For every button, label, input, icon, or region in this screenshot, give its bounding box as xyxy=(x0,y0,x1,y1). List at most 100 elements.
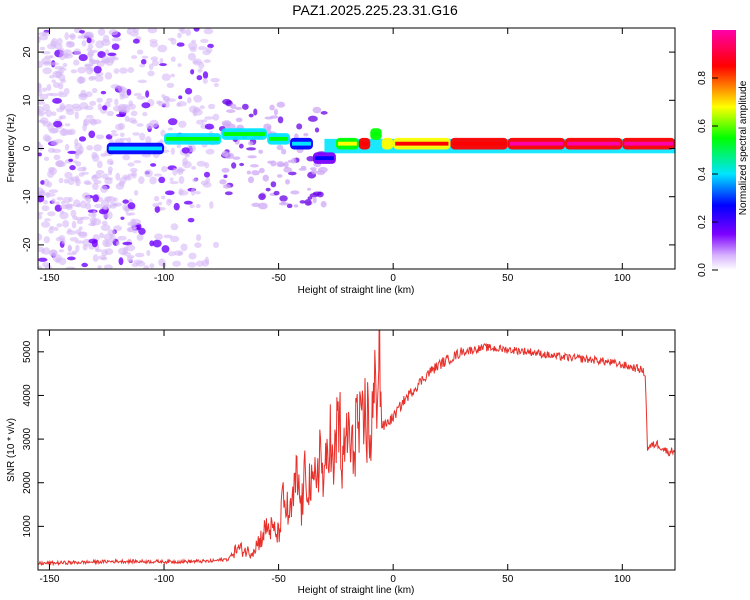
noise-speck xyxy=(176,102,182,107)
noise-speck xyxy=(149,263,155,269)
noise-speck xyxy=(115,172,121,181)
noise-speck xyxy=(51,198,56,205)
noise-speck xyxy=(145,136,152,145)
noise-speck xyxy=(92,210,97,218)
noise-speck xyxy=(104,248,114,255)
ridge-core xyxy=(314,156,334,161)
noise-speck xyxy=(253,108,258,116)
noise-speck xyxy=(45,109,53,118)
noise-speck xyxy=(74,142,83,151)
noise-speck xyxy=(109,161,114,165)
noise-speck xyxy=(67,177,75,185)
noise-speck xyxy=(188,252,197,260)
noise-speck xyxy=(178,95,183,100)
noise-speck xyxy=(202,71,209,79)
noise-speck xyxy=(126,88,132,96)
noise-speck xyxy=(281,148,287,155)
noise-speck xyxy=(122,241,133,246)
noise-speck xyxy=(79,200,87,209)
noise-speck xyxy=(74,111,79,120)
noise-speck xyxy=(108,29,119,36)
top-y-tick-label: 0 xyxy=(22,145,33,151)
noise-speck xyxy=(110,133,119,137)
noise-speck xyxy=(276,144,284,151)
noise-speck xyxy=(107,229,116,236)
noise-speck xyxy=(42,247,51,255)
noise-speck xyxy=(75,149,80,156)
colorbar-tick-label: 0.2 xyxy=(697,215,708,229)
bottom-y-tick-label: 2000 xyxy=(22,471,33,494)
noise-speck xyxy=(42,67,52,75)
noise-speck xyxy=(303,132,309,137)
noise-speck xyxy=(270,160,277,167)
noise-speck xyxy=(73,48,82,56)
ridge-core xyxy=(223,132,266,136)
noise-speck xyxy=(38,211,44,215)
noise-speck xyxy=(129,167,138,173)
noise-speck xyxy=(93,144,103,152)
noise-speck xyxy=(62,220,70,228)
noise-speck xyxy=(38,233,43,241)
noise-speck xyxy=(204,123,215,130)
noise-speck xyxy=(157,44,168,53)
noise-speck xyxy=(203,171,211,178)
noise-speck xyxy=(307,196,313,200)
noise-speck xyxy=(88,76,95,81)
noise-speck xyxy=(133,160,142,164)
noise-speck xyxy=(55,201,60,206)
noise-speck xyxy=(221,167,230,173)
noise-speck xyxy=(286,203,293,209)
noise-speck xyxy=(149,240,155,247)
noise-speck xyxy=(273,108,278,116)
noise-speck xyxy=(140,58,147,65)
ridge-core xyxy=(166,136,220,141)
noise-speck xyxy=(178,190,189,196)
noise-speck xyxy=(68,158,74,162)
noise-speck xyxy=(159,57,164,65)
noise-speck xyxy=(38,36,41,44)
noise-speck xyxy=(176,144,182,149)
bottom-y-tick-label: 1000 xyxy=(22,515,33,538)
top-y-tick-label: -20 xyxy=(22,237,33,252)
bottom-x-tick-label: 50 xyxy=(502,574,514,585)
noise-speck xyxy=(238,143,244,149)
noise-speck xyxy=(242,103,249,110)
noise-speck xyxy=(138,227,146,235)
noise-speck xyxy=(133,92,142,97)
noise-speck xyxy=(53,226,59,232)
noise-speck xyxy=(270,181,277,188)
noise-speck xyxy=(95,59,100,63)
noise-speck xyxy=(81,262,88,268)
noise-speck xyxy=(126,254,135,259)
noise-speck xyxy=(110,56,119,61)
noise-speck xyxy=(203,28,214,35)
noise-speck xyxy=(178,176,185,184)
noise-speck xyxy=(47,170,55,178)
noise-speck xyxy=(170,38,177,45)
noise-speck xyxy=(142,111,148,117)
noise-speck xyxy=(42,134,51,142)
noise-speck xyxy=(181,147,190,154)
noise-speck xyxy=(79,30,85,34)
noise-speck xyxy=(39,93,49,100)
noise-speck xyxy=(138,176,145,184)
noise-speck xyxy=(93,65,102,74)
noise-speck xyxy=(62,62,68,68)
noise-speck xyxy=(203,59,211,63)
noise-speck xyxy=(55,160,64,167)
noise-speck xyxy=(173,250,184,256)
ridge-core xyxy=(509,141,564,146)
top-x-tick-label: -50 xyxy=(271,273,286,284)
noise-speck xyxy=(160,129,166,137)
noise-speck xyxy=(184,87,193,95)
noise-speck xyxy=(199,105,205,110)
noise-speck xyxy=(58,249,65,253)
noise-speck xyxy=(187,217,195,223)
bottom-y-tick-label: 3000 xyxy=(22,428,33,451)
colorbar-tick-label: 0.4 xyxy=(697,167,708,181)
noise-speck xyxy=(169,235,180,243)
noise-speck xyxy=(161,195,166,200)
noise-speck xyxy=(192,60,200,64)
noise-speck xyxy=(41,221,51,228)
noise-speck xyxy=(258,149,264,154)
